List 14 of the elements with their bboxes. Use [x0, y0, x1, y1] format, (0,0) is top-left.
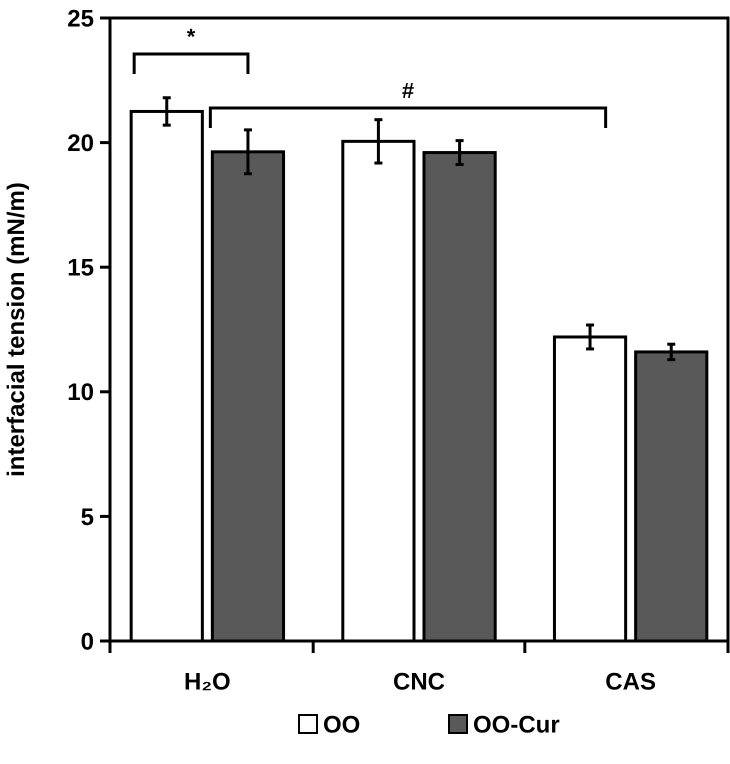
- y-tick-label: 25: [67, 5, 94, 32]
- x-tick-label: CNC: [393, 668, 445, 696]
- y-tick-label: 0: [80, 628, 94, 656]
- legend-label: OO: [323, 711, 360, 738]
- x-tick-label: H₂O: [184, 668, 231, 696]
- y-tick-label: 5: [80, 504, 94, 531]
- y-tick-label: 15: [67, 254, 94, 282]
- annotation: *: [186, 24, 196, 49]
- legend-label: OO-Cur: [473, 711, 560, 738]
- y-axis-title: interfacial tension (mN/m): [3, 182, 30, 477]
- annotation: #: [402, 78, 414, 103]
- y-tick-label: 10: [67, 379, 94, 406]
- y-tick-label: 20: [67, 130, 94, 157]
- x-tick-label: CAS: [605, 668, 656, 696]
